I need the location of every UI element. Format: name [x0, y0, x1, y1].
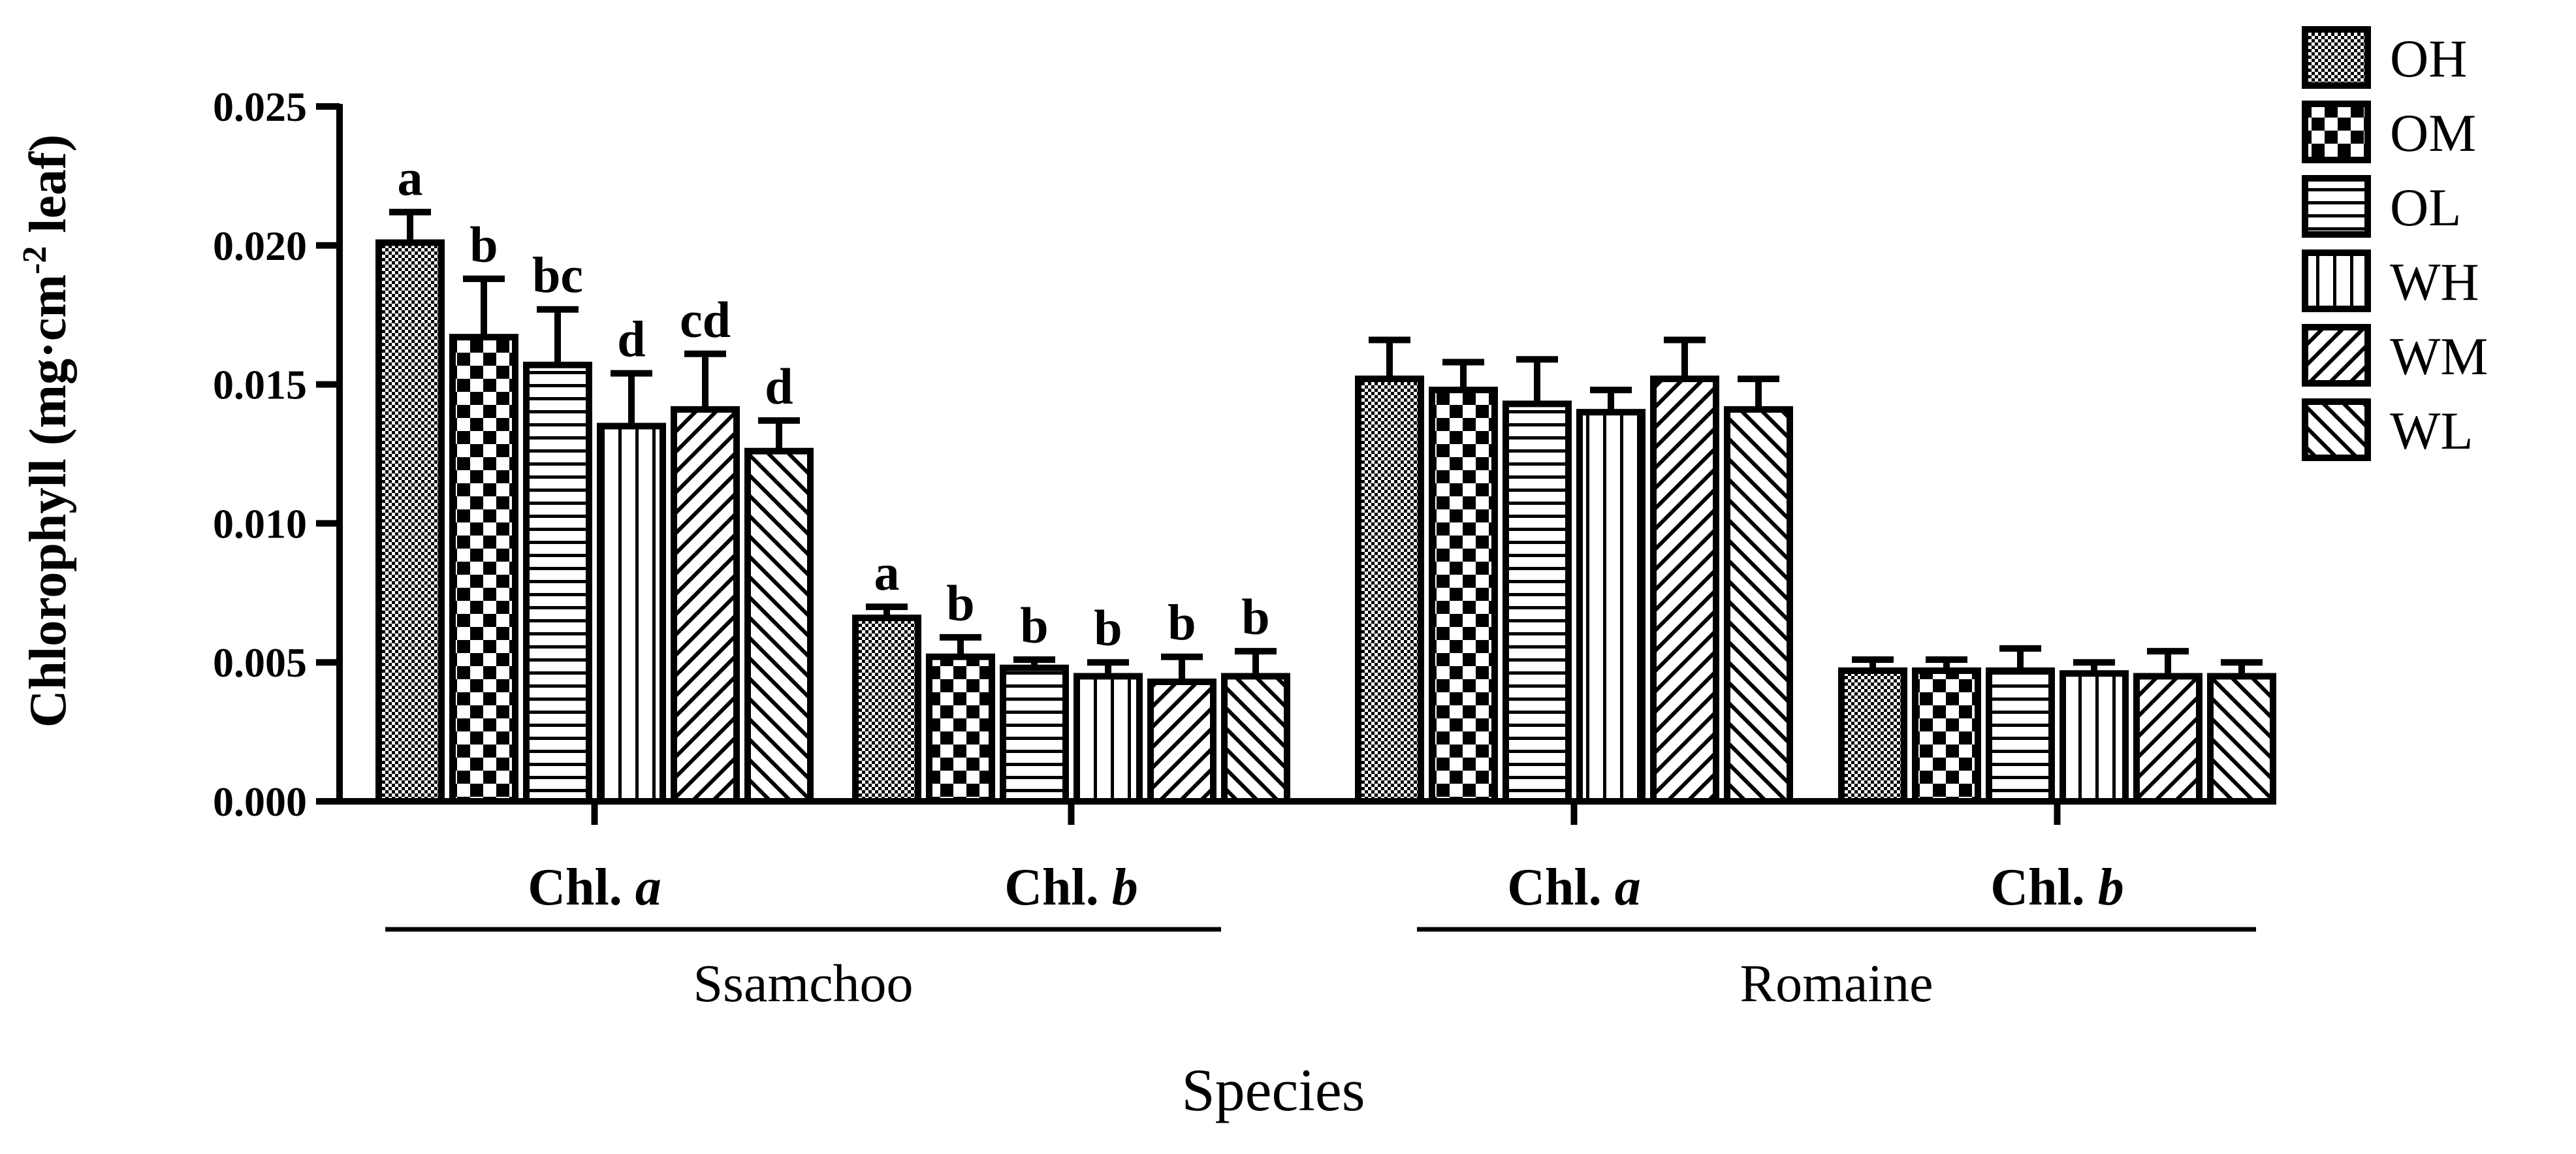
bar-oh: [375, 239, 445, 805]
legend-label-wh: WH: [2390, 252, 2479, 312]
x-axis-title: Species: [1181, 1057, 1365, 1123]
significance-letter: b: [946, 575, 974, 632]
legend: OH OM OL WH WM WL: [2302, 26, 2488, 461]
y-tick-label: 0.005: [213, 639, 307, 686]
significance-letter: b: [1168, 594, 1196, 651]
y-tick-label: 0.020: [213, 223, 307, 269]
bar-wl: [744, 447, 814, 805]
bar-om: [449, 334, 518, 805]
group-label: Chl. b: [1990, 859, 2124, 916]
y-tick-label: 0.010: [213, 500, 307, 547]
bar-om: [1912, 667, 1981, 805]
group-label-italic: a: [1615, 859, 1641, 916]
group-label-prefix: Chl.: [1990, 859, 2098, 916]
bar-ol: [1986, 667, 2055, 805]
y-axis-title-sup: -2: [16, 246, 54, 274]
significance-letter: b: [1241, 588, 1269, 645]
group-label-italic: b: [2098, 859, 2124, 916]
legend-swatch-om: [2302, 101, 2371, 163]
legend-label-om: OM: [2390, 103, 2476, 163]
legend-swatch-wl: [2302, 398, 2371, 461]
y-axis-title-main: Chlorophyll (mg·cm: [20, 274, 77, 728]
significance-letter: a: [874, 544, 900, 601]
group-label-italic: b: [1112, 859, 1138, 916]
species-label: Romaine: [1740, 954, 1933, 1013]
bars: [375, 208, 2276, 805]
bar-wm: [1650, 376, 1719, 805]
group-label: Chl. a: [528, 859, 661, 916]
bar-wh: [597, 423, 666, 805]
bar-wl: [1221, 673, 1290, 805]
significance-letter: d: [765, 358, 793, 415]
bar-wh: [1576, 409, 1646, 805]
y-tick-label: 0.000: [213, 778, 307, 825]
bar-oh: [1355, 376, 1424, 805]
bar-ol: [1000, 664, 1069, 805]
significance-letter: bc: [532, 247, 583, 304]
y-axis-title: Chlorophyll (mg·cm-2 leaf): [16, 135, 77, 728]
significance-letter: a: [398, 150, 423, 206]
bar-wm: [2133, 673, 2202, 805]
legend-swatch-wm: [2302, 324, 2371, 387]
group-label-italic: a: [635, 859, 661, 916]
group-label: Chl. b: [1004, 859, 1138, 916]
legend-swatch-wh: [2302, 249, 2371, 312]
bar-oh: [1838, 667, 1907, 805]
bar-om: [1429, 387, 1498, 805]
bar-wh: [1073, 673, 1143, 805]
legend-label-ol: OL: [2390, 178, 2461, 237]
legend-label-oh: OH: [2390, 29, 2467, 88]
bar-ol: [1503, 400, 1572, 805]
bar-wm: [671, 406, 740, 805]
y-tick-label: 0.025: [213, 84, 307, 130]
group-label-prefix: Chl.: [528, 859, 635, 916]
bar-oh: [852, 615, 921, 805]
species-label: Ssamchoo: [693, 954, 913, 1013]
bar-wl: [1724, 406, 1793, 805]
legend-swatch-ol: [2302, 175, 2371, 238]
significance-letter: b: [1094, 600, 1122, 656]
bar-wm: [1147, 678, 1216, 805]
bar-om: [926, 653, 995, 805]
group-label: Chl. a: [1507, 859, 1641, 916]
bar-wl: [2207, 673, 2276, 805]
bar-wh: [2059, 670, 2129, 805]
legend-label-wm: WM: [2390, 327, 2488, 386]
legend-label-wl: WL: [2390, 401, 2473, 460]
bar-ol: [523, 361, 592, 805]
group-label-prefix: Chl.: [1507, 859, 1615, 916]
group-label-prefix: Chl.: [1004, 859, 1112, 916]
significance-letter: d: [617, 311, 645, 368]
significance-letter: b: [469, 216, 498, 273]
y-axis-title-tail: leaf): [20, 135, 77, 246]
legend-swatch-oh: [2302, 26, 2371, 89]
significance-letter: b: [1020, 597, 1048, 654]
significance-letter: cd: [680, 291, 731, 348]
y-tick-label: 0.015: [213, 362, 307, 408]
